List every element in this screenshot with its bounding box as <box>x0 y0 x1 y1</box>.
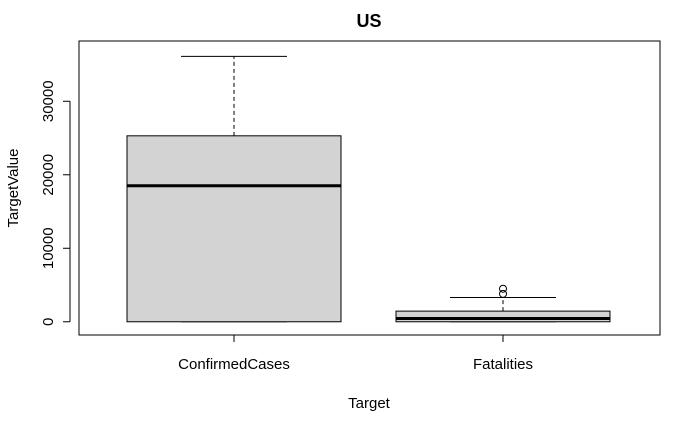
y-tick-label: 20000 <box>40 154 57 196</box>
y-tick-label: 0 <box>40 318 57 326</box>
y-tick-label: 10000 <box>40 227 57 269</box>
boxes-group <box>126 55 611 323</box>
chart-title: US <box>356 11 381 31</box>
x-axis: ConfirmedCases Fatalities <box>178 334 533 373</box>
y-tick-label: 30000 <box>40 80 57 122</box>
y-axis-label: TargetValue <box>5 149 22 228</box>
box <box>395 310 611 323</box>
x-tick-label: ConfirmedCases <box>178 356 290 373</box>
y-axis: 0 10000 20000 30000 <box>40 80 71 326</box>
box <box>126 135 342 323</box>
outlier-point <box>499 289 507 298</box>
outlier-point <box>499 284 507 293</box>
x-tick-label: Fatalities <box>473 356 533 373</box>
x-axis-label: Target <box>348 395 391 412</box>
